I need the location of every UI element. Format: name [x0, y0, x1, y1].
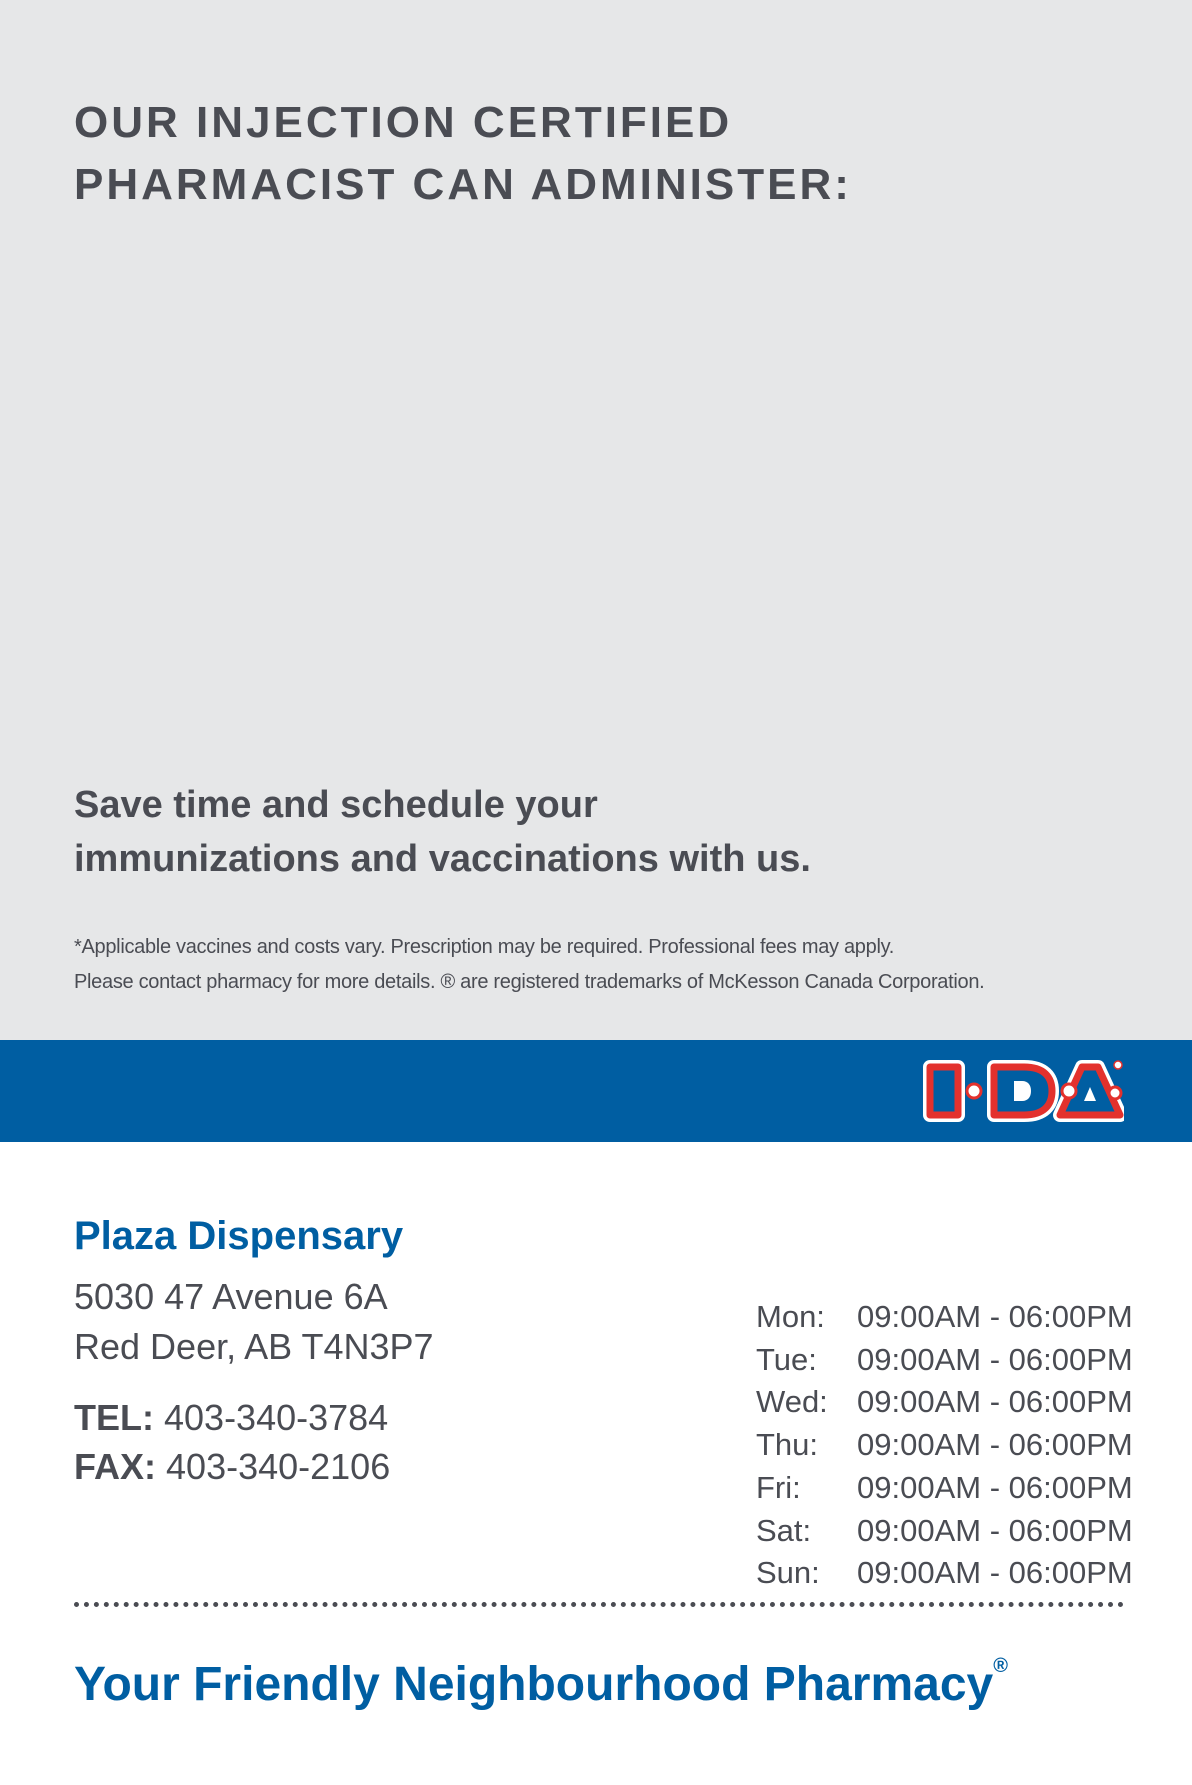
hours-time: 09:00AM - 06:00PM: [857, 1555, 1133, 1591]
top-panel: OUR INJECTION CERTIFIED PHARMACIST CAN A…: [0, 0, 1192, 1040]
fax-row: FAX: 403-340-2106: [74, 1442, 634, 1491]
fax-number: 403-340-2106: [166, 1446, 391, 1487]
hours-day: Sat:: [756, 1512, 812, 1548]
address-line-1: 5030 47 Avenue 6A: [74, 1276, 388, 1317]
dotted-divider: [74, 1602, 1124, 1607]
hours-row: Wed: 09:00AM - 06:00PM: [756, 1381, 1146, 1424]
tel-row: TEL: 403-340-3784: [74, 1393, 634, 1442]
page-title: OUR INJECTION CERTIFIED PHARMACIST CAN A…: [74, 92, 1114, 216]
store-name: Plaza Dispensary: [74, 1214, 404, 1258]
address-line-2: Red Deer, AB T4N3P7: [74, 1326, 434, 1367]
hours-day: Sun:: [756, 1555, 820, 1591]
ida-logo: [923, 1060, 1124, 1122]
promo-line-1: Save time and schedule your: [74, 784, 598, 826]
hours-row: Tue: 09:00AM - 06:00PM: [756, 1339, 1146, 1382]
hours-time: 09:00AM - 06:00PM: [857, 1427, 1133, 1463]
hours-time: 09:00AM - 06:00PM: [857, 1469, 1133, 1505]
disclaimer: *Applicable vaccines and costs vary. Pre…: [74, 930, 1124, 1000]
hours-time: 09:00AM - 06:00PM: [857, 1512, 1133, 1548]
hours-row: Fri: 09:00AM - 06:00PM: [756, 1467, 1146, 1510]
store-hours: Mon: 09:00AM - 06:00PM Tue: 09:00AM - 06:0…: [756, 1296, 1146, 1595]
hours-day: Wed:: [756, 1384, 828, 1420]
fax-label: FAX:: [74, 1446, 157, 1487]
hours-time: 09:00AM - 06:00PM: [857, 1384, 1133, 1420]
hours-row: Mon: 09:00AM - 06:00PM: [756, 1296, 1146, 1339]
hours-time: 09:00AM - 06:00PM: [857, 1341, 1133, 1377]
hours-day: Mon:: [756, 1299, 825, 1334]
hours-row: Sun: 09:00AM - 06:00PM: [756, 1552, 1146, 1595]
hours-day: Tue:: [756, 1341, 817, 1377]
hours-row: Thu: 09:00AM - 06:00PM: [756, 1424, 1146, 1467]
disclaimer-line-1: *Applicable vaccines and costs vary. Pre…: [74, 936, 895, 958]
title-line-1: OUR INJECTION CERTIFIED: [74, 98, 733, 147]
promo-text: Save time and schedule your immunization…: [74, 778, 1114, 886]
tel-number[interactable]: 403-340-3784: [164, 1397, 389, 1438]
tagline: Your Friendly Neighbourhood Pharmacy®: [74, 1655, 1154, 1712]
store-address: 5030 47 Avenue 6A Red Deer, AB T4N3P7: [74, 1272, 634, 1372]
hours-time: 09:00AM - 06:00PM: [857, 1299, 1133, 1334]
hours-day: Thu:: [756, 1427, 819, 1463]
store-contact: TEL: 403-340-3784 FAX: 403-340-2106: [74, 1393, 634, 1491]
registered-mark: ®: [993, 1655, 1008, 1677]
title-line-2: PHARMACIST CAN ADMINISTER:: [74, 160, 852, 209]
tel-label: TEL:: [74, 1397, 154, 1438]
hours-day: Fri:: [756, 1469, 801, 1505]
disclaimer-line-2: Please contact pharmacy for more details…: [74, 971, 985, 993]
tagline-text: Your Friendly Neighbourhood Pharmacy: [74, 1658, 994, 1711]
hours-row: Sat: 09:00AM - 06:00PM: [756, 1510, 1146, 1553]
promo-line-2: immunizations and vaccinations with us.: [74, 838, 811, 880]
